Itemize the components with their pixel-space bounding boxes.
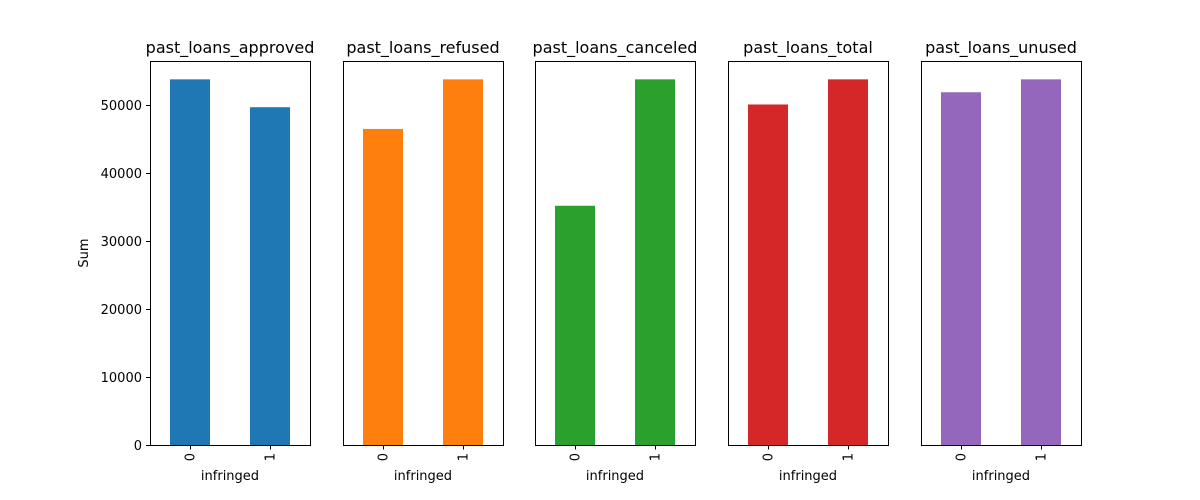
x-tick-label: 1 [842, 453, 857, 461]
chart-panel-4: past_loans_total 0 1 infringed [728, 38, 889, 484]
y-tick-label: 20000 [101, 303, 142, 318]
chart-panel-5: past_loans_unused 0 1 infringed [921, 38, 1082, 484]
y-tick-label: 50000 [101, 99, 142, 114]
bar-past_loans_canceled-0 [555, 205, 595, 445]
panel-title: past_loans_refused [346, 38, 499, 58]
y-tick-label: 40000 [101, 167, 142, 182]
y-tick-label: 0 [134, 439, 142, 454]
bar-past_loans_approved-0 [170, 79, 210, 446]
y-axis-label: Sum [77, 238, 92, 267]
chart-panel-3: past_loans_canceled 0 1 infringed [533, 38, 698, 484]
x-tick-label: 1 [457, 453, 472, 461]
x-tick-label: 0 [762, 453, 777, 461]
chart-panel-2: past_loans_refused 0 1 infringed [343, 38, 504, 484]
x-axis-label: infringed [779, 469, 837, 484]
bar-past_loans_unused-1 [1021, 79, 1061, 446]
bar-past_loans_total-0 [748, 104, 788, 445]
axes-frame [150, 61, 311, 446]
bar-past_loans_canceled-1 [635, 79, 675, 446]
bar-past_loans_approved-1 [250, 107, 290, 445]
bar-past_loans_refused-1 [443, 79, 483, 446]
axes-frame [728, 61, 889, 446]
x-tick-label: 0 [569, 453, 584, 461]
y-tick-label: 10000 [101, 371, 142, 386]
bar-past_loans_unused-0 [941, 92, 981, 445]
panel-title: past_loans_approved [146, 38, 315, 58]
x-axis-label: infringed [586, 469, 644, 484]
panel-title: past_loans_canceled [533, 38, 698, 58]
axes-frame [921, 61, 1082, 446]
x-axis-label: infringed [394, 469, 452, 484]
y-tick-label: 30000 [101, 235, 142, 250]
x-tick-label: 1 [264, 453, 279, 461]
x-axis-label: infringed [972, 469, 1030, 484]
x-tick-label: 0 [184, 453, 199, 461]
x-tick-label: 1 [1035, 453, 1050, 461]
axes-frame [535, 61, 696, 446]
x-tick-label: 0 [955, 453, 970, 461]
panel-title: past_loans_total [743, 38, 873, 58]
x-tick-label: 0 [377, 453, 392, 461]
bar-past_loans_total-1 [828, 79, 868, 446]
panel-title: past_loans_unused [925, 38, 1077, 58]
axes-frame [343, 61, 504, 446]
x-axis-label: infringed [201, 469, 259, 484]
x-tick-label: 1 [649, 453, 664, 461]
bar-past_loans_refused-0 [363, 128, 403, 445]
